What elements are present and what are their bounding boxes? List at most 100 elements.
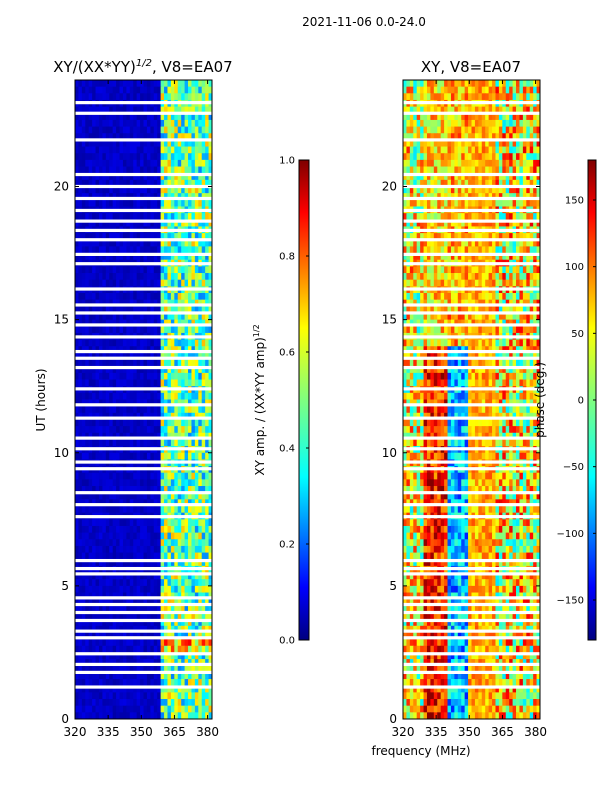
heatmap-cell <box>188 233 193 241</box>
heatmap-cell <box>208 532 212 540</box>
heatmap-cell <box>468 219 473 228</box>
heatmap-cell <box>105 219 110 228</box>
heatmap-cell <box>440 153 445 161</box>
heatmap-cell <box>116 632 121 640</box>
heatmap-cell <box>140 599 145 607</box>
heatmap-cell <box>208 139 212 148</box>
heatmap-cell <box>98 166 103 174</box>
heatmap-cell <box>143 559 148 567</box>
heatmap-cell <box>157 685 162 693</box>
heatmap-cell <box>133 572 138 580</box>
heatmap-cell <box>88 486 93 494</box>
heatmap-cell <box>126 685 131 693</box>
heatmap-cell <box>194 239 199 248</box>
heatmap-cell <box>201 592 206 600</box>
heatmap-cell <box>102 632 107 640</box>
heatmap-cell <box>468 166 473 174</box>
heatmap-cell <box>153 605 158 614</box>
heatmap-cell <box>85 539 90 547</box>
heatmap-cell <box>140 299 145 307</box>
heatmap-cell <box>119 246 124 254</box>
heatmap-cell <box>164 312 169 321</box>
heatmap-cell <box>201 193 206 201</box>
heatmap-cell <box>129 539 134 547</box>
heatmap-cell <box>119 479 124 487</box>
heatmap-cell <box>188 506 193 514</box>
heatmap-cell <box>177 579 182 587</box>
heatmap-cell <box>92 599 97 607</box>
heatmap-cell <box>88 359 93 367</box>
heatmap-cell <box>454 153 459 161</box>
heatmap-cell <box>119 419 124 427</box>
heatmap-cell <box>143 339 148 347</box>
heatmap-cell <box>140 246 145 254</box>
heatmap-cell <box>205 366 210 374</box>
heatmap-cell <box>194 452 199 461</box>
heatmap-cell <box>188 379 193 387</box>
heatmap-cell <box>181 712 186 719</box>
heatmap-cell <box>150 659 155 667</box>
heatmap-cell <box>95 692 100 700</box>
heatmap-cell <box>88 279 93 287</box>
heatmap-cell <box>447 86 452 94</box>
heatmap-cell <box>174 159 179 168</box>
heatmap-cell <box>160 86 165 94</box>
heatmap-cell <box>143 233 148 241</box>
heatmap-cell <box>174 166 179 174</box>
heatmap-cell <box>136 346 141 354</box>
heatmap-cell <box>167 392 172 401</box>
heatmap-cell <box>170 319 175 327</box>
heatmap-cell <box>119 93 124 101</box>
heatmap-cell <box>112 452 117 461</box>
heatmap-cell <box>81 106 86 114</box>
heatmap-cell <box>474 106 479 114</box>
data-gap <box>75 387 212 391</box>
heatmap-cell <box>105 532 110 540</box>
heatmap-cell <box>194 599 199 607</box>
heatmap-cell <box>498 113 503 121</box>
heatmap-cell <box>201 612 206 620</box>
heatmap-cell <box>205 625 210 634</box>
heatmap-cell <box>109 645 114 654</box>
heatmap-cell <box>102 439 107 447</box>
heatmap-cell <box>174 432 179 441</box>
heatmap-cell <box>153 632 158 640</box>
heatmap-cell <box>181 312 186 321</box>
heatmap-cell <box>75 672 80 680</box>
heatmap-cell <box>426 193 431 201</box>
heatmap-cell <box>191 166 196 174</box>
heatmap-cell <box>440 159 445 168</box>
heatmap-cell <box>468 119 473 128</box>
heatmap-cell <box>184 266 189 274</box>
heatmap-cell <box>433 133 438 141</box>
heatmap-cell <box>201 652 206 660</box>
heatmap-cell <box>164 412 169 421</box>
heatmap-cell <box>468 153 473 161</box>
heatmap-cell <box>109 659 114 667</box>
heatmap-cell <box>420 179 425 188</box>
heatmap-cell <box>116 479 121 487</box>
heatmap-cell <box>136 179 141 188</box>
heatmap-cell <box>150 166 155 174</box>
heatmap-cell <box>184 612 189 620</box>
heatmap-cell <box>122 472 127 480</box>
heatmap-cell <box>454 119 459 128</box>
heatmap-cell <box>85 412 90 421</box>
heatmap-cell <box>85 639 90 647</box>
heatmap-cell <box>122 579 127 587</box>
heatmap-cell <box>157 93 162 101</box>
heatmap-cell <box>78 412 83 421</box>
heatmap-cell <box>88 692 93 700</box>
heatmap-cell <box>526 113 531 121</box>
heatmap-cell <box>201 699 206 707</box>
heatmap-cell <box>109 166 114 174</box>
heatmap-cell <box>133 339 138 347</box>
heatmap-cell <box>81 146 86 154</box>
heatmap-cell <box>181 699 186 707</box>
heatmap-cell <box>105 692 110 700</box>
heatmap-cell <box>88 119 93 128</box>
heatmap-cell <box>492 119 497 128</box>
heatmap-cell <box>471 213 476 221</box>
heatmap-cell <box>150 179 155 188</box>
data-gap <box>75 447 212 451</box>
